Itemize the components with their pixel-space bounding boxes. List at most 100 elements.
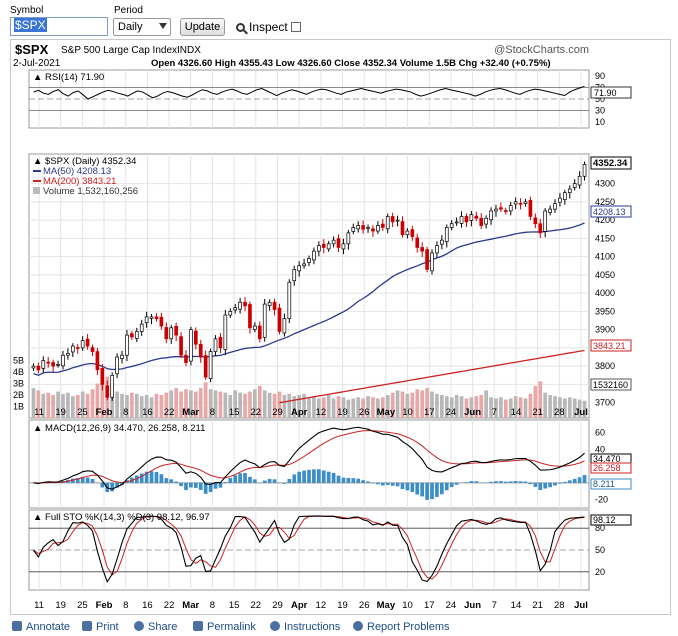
candle-body <box>464 216 469 223</box>
macd-histogram-bar <box>435 482 439 497</box>
update-button[interactable]: Update <box>180 18 225 36</box>
macd-histogram-bar <box>233 475 238 483</box>
macd-histogram-bar <box>154 472 159 483</box>
candle-body <box>41 360 46 369</box>
macd-histogram-bar <box>508 481 513 483</box>
macd-histogram-bar <box>331 472 336 483</box>
volume-bar <box>572 398 577 418</box>
macd-histogram-bar <box>444 482 449 491</box>
share-link[interactable]: Share <box>134 621 177 633</box>
macd-histogram-bar <box>464 482 469 483</box>
candle-body <box>248 304 252 329</box>
volume-tick-label: 5B <box>13 356 24 366</box>
instructions-link[interactable]: Instructions <box>270 621 340 633</box>
x-tick-label: 10 <box>402 600 413 611</box>
candle-body <box>262 303 267 338</box>
annotate-link[interactable]: Annotate <box>12 621 70 633</box>
macd-series <box>33 426 587 500</box>
volume-bar <box>464 398 469 418</box>
sto-tick-label: 80 <box>595 523 605 533</box>
candle-body <box>380 223 385 228</box>
macd-histogram-bar <box>376 482 380 485</box>
macd-histogram-bar <box>395 482 400 487</box>
symbol-input[interactable]: $SPX <box>10 17 108 36</box>
volume-bar <box>213 390 218 418</box>
macd-histogram-bar <box>115 482 119 488</box>
candle-body <box>523 201 528 205</box>
macd-histogram-bar <box>184 482 188 491</box>
x-tick-label: 21 <box>532 600 543 611</box>
volume-bar <box>159 395 164 418</box>
macd-histogram-bar <box>272 479 277 483</box>
macd-hist-value: 8.211 <box>593 479 615 489</box>
candle-body <box>503 210 508 212</box>
volume-bar <box>489 397 493 418</box>
x-tick-label: 8 <box>210 407 215 418</box>
macd-histogram-bar <box>203 482 208 494</box>
candle-body <box>469 214 474 221</box>
macd-histogram-bar <box>553 482 557 486</box>
rsi-legend: ▲ RSI(14) 71.90 <box>33 72 104 83</box>
volume-bar <box>218 391 223 418</box>
price-tick-label: 3700 <box>595 398 615 408</box>
print-link[interactable]: Print <box>82 621 119 633</box>
candle-body <box>238 301 242 310</box>
volume-bar <box>459 396 464 418</box>
permalink-link[interactable]: Permalink <box>193 621 256 633</box>
volume-bar <box>36 390 41 418</box>
macd-histogram-bar <box>371 482 375 484</box>
candle-body <box>326 243 331 250</box>
volume-bar <box>430 391 434 418</box>
rsi-value: 71.90 <box>594 88 617 98</box>
symbol-input-value: $SPX <box>14 18 47 32</box>
volume-tick-label: 4B <box>13 367 24 377</box>
candle-body <box>149 316 154 319</box>
macd-histogram-bar <box>425 482 429 500</box>
ma50-legend: MA(50) 4208.13 <box>43 166 111 177</box>
candle-body <box>115 356 119 375</box>
volume-bar <box>346 399 351 418</box>
volume-bar <box>307 397 311 418</box>
inspect-checkbox[interactable] <box>290 22 301 32</box>
macd-histogram-bar <box>385 482 390 485</box>
ma200-legend: MA(200) 3843.21 <box>43 176 116 187</box>
candle-body <box>582 164 587 177</box>
x-tick-label: Jul <box>574 600 588 611</box>
printer-icon <box>82 621 92 631</box>
macd-histogram-bar <box>248 476 252 483</box>
stock-chart[interactable]: $SPX S&P 500 Large Cap Index INDX @Stock… <box>11 40 670 614</box>
rsi-value-box <box>590 86 632 99</box>
chart-exchange: INDX <box>177 45 201 56</box>
x-tick-label: 26 <box>359 407 370 418</box>
volume-bar <box>189 390 193 418</box>
macd-histogram-bar <box>164 478 169 483</box>
candle-body <box>125 334 129 356</box>
candle-body <box>558 197 562 203</box>
volume-bar <box>582 400 587 418</box>
candle-body <box>563 192 567 200</box>
candle-body <box>444 227 449 242</box>
macd-histogram-bar <box>262 480 267 483</box>
report-problems-link[interactable]: Report Problems <box>353 621 450 633</box>
candle-body <box>233 307 238 311</box>
bookmark-icon <box>193 621 203 631</box>
volume-bar <box>233 390 238 418</box>
candle-body <box>499 207 503 210</box>
ma200-value-box <box>590 339 632 352</box>
macd-histogram-bar <box>558 482 562 484</box>
candle-body <box>538 223 543 234</box>
candle-body <box>90 347 95 352</box>
inspect-toggle[interactable]: Inspect <box>236 20 301 34</box>
x-tick-label: Jun <box>464 407 481 418</box>
period-select[interactable]: Daily <box>113 18 171 36</box>
volume-bar <box>331 398 336 418</box>
chevron-down-icon <box>159 23 167 29</box>
volume-bar <box>553 396 557 418</box>
macd-histogram-bar <box>543 482 548 489</box>
macd-histogram-bar <box>577 477 582 483</box>
candle-body <box>390 216 395 223</box>
volume-bar <box>376 398 380 418</box>
ma200-line <box>279 349 585 404</box>
x-tick-label: 7 <box>492 407 497 418</box>
candle-body <box>567 188 572 194</box>
